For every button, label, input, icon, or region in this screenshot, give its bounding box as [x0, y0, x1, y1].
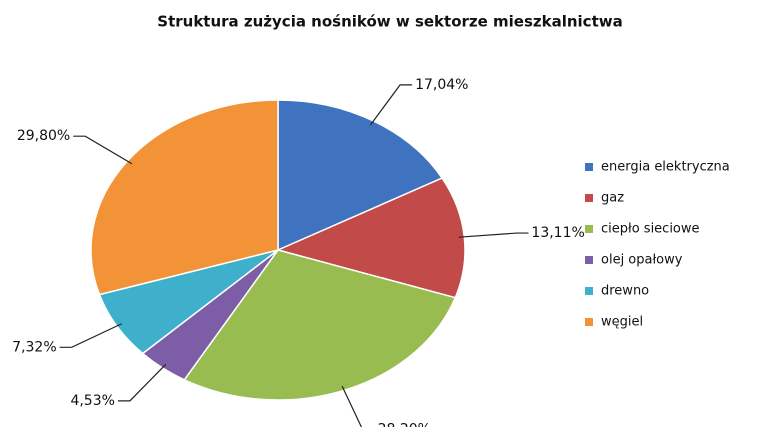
legend-label: olej opałowy: [601, 253, 683, 268]
leader-line: [458, 232, 529, 238]
legend-swatch: [585, 194, 593, 202]
leader-line: [73, 135, 133, 165]
leader-line: [117, 363, 167, 402]
data-label: 29,80%: [17, 128, 70, 144]
legend-swatch: [585, 225, 593, 233]
legend-label: ciepło sieciowe: [601, 222, 700, 237]
data-label: 17,04%: [415, 77, 468, 93]
data-label: 7,32%: [12, 339, 56, 355]
legend-label: energia elektryczna: [601, 160, 730, 175]
data-label: 4,53%: [70, 393, 114, 409]
legend-label: drewno: [601, 284, 649, 299]
legend-swatch: [585, 256, 593, 264]
data-label: 13,11%: [531, 225, 584, 241]
legend-label: gaz: [601, 191, 624, 206]
data-label: 28,20%: [378, 422, 431, 427]
chart-title: Struktura zużycia nośników w sektorze mi…: [157, 13, 622, 31]
legend-label: węgiel: [601, 315, 643, 330]
legend-swatch: [585, 163, 593, 171]
legend-swatch: [585, 318, 593, 326]
leader-line: [59, 323, 122, 348]
legend-swatch: [585, 287, 593, 295]
leader-line: [341, 385, 363, 427]
leader-line: [370, 84, 413, 126]
